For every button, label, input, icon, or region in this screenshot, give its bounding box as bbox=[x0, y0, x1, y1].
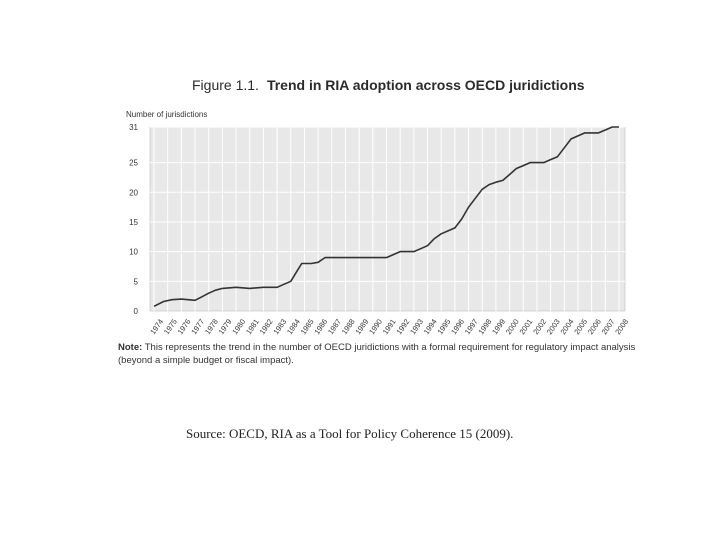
x-tick-label: 2004 bbox=[559, 317, 576, 336]
x-tick-label: 1988 bbox=[340, 317, 357, 336]
x-tick-label: 1985 bbox=[299, 317, 316, 336]
x-tick-label: 2007 bbox=[600, 317, 617, 336]
y-tick-label: 31 bbox=[129, 123, 138, 132]
x-tick-label: 1986 bbox=[312, 317, 329, 336]
x-tick-label: 2000 bbox=[504, 317, 521, 336]
figure-title-text: Trend in RIA adoption across OECD juridi… bbox=[266, 77, 585, 93]
x-tick-label: 1991 bbox=[381, 317, 398, 336]
x-tick-label: 1999 bbox=[490, 317, 507, 336]
x-tick-label: 1994 bbox=[422, 317, 439, 336]
line-chart: Number of jurisdictions 0 5 10 15 20 25 31 197… bbox=[126, 110, 630, 336]
figure-number: Figure 1.1. bbox=[192, 77, 259, 93]
x-tick-label: 1984 bbox=[285, 317, 302, 336]
x-tick-label: 2006 bbox=[586, 317, 603, 336]
figure-title: Figure 1.1. Trend in RIA adoption across … bbox=[192, 77, 585, 93]
y-axis-label: Number of jurisdictions bbox=[126, 110, 207, 119]
plot-area bbox=[149, 126, 626, 312]
x-tick-label: 1990 bbox=[367, 317, 384, 336]
note-label: Note: bbox=[118, 342, 143, 353]
x-tick-label: 1993 bbox=[408, 317, 425, 336]
x-tick-label: 1989 bbox=[353, 317, 370, 336]
y-tick-label: 20 bbox=[129, 188, 138, 197]
x-tick-label: 1975 bbox=[162, 317, 179, 336]
x-tick-label: 1979 bbox=[217, 317, 234, 336]
x-tick-label: 2002 bbox=[531, 317, 548, 336]
x-tick-label: 1987 bbox=[326, 317, 343, 336]
x-tick-label: 1992 bbox=[394, 317, 411, 336]
y-tick-label: 10 bbox=[129, 248, 138, 257]
x-tick-label: 1976 bbox=[176, 317, 193, 336]
x-tick-label: 1998 bbox=[477, 317, 494, 336]
x-tick-label: 1980 bbox=[230, 317, 247, 336]
x-tick-label: 1981 bbox=[244, 317, 261, 336]
x-tick-label: 2005 bbox=[572, 317, 589, 336]
figure-note: Note: This represents the trend in the n… bbox=[118, 341, 648, 367]
x-tick-label: 1983 bbox=[271, 317, 288, 336]
x-tick-label: 2001 bbox=[518, 317, 535, 336]
x-tick-label: 2003 bbox=[545, 317, 562, 336]
x-tick-label: 1974 bbox=[148, 317, 165, 336]
x-tick-label: 1997 bbox=[463, 317, 480, 336]
x-tick-label: 1995 bbox=[435, 317, 452, 336]
x-tick-label: 1996 bbox=[449, 317, 466, 336]
x-tick-label: 2008 bbox=[613, 317, 630, 336]
note-text: This represents the trend in the number … bbox=[118, 342, 636, 366]
x-tick-label: 1978 bbox=[203, 317, 220, 336]
series-line bbox=[153, 126, 619, 308]
source-citation: Source: OECD, RIA as a Tool for Policy C… bbox=[186, 426, 514, 441]
y-tick-label: 25 bbox=[129, 159, 138, 168]
x-tick-label: 1977 bbox=[189, 317, 206, 336]
y-tick-label: 5 bbox=[134, 277, 139, 286]
y-tick-label: 0 bbox=[134, 307, 139, 316]
y-tick-label: 15 bbox=[129, 218, 138, 227]
x-tick-label: 1982 bbox=[258, 317, 275, 336]
